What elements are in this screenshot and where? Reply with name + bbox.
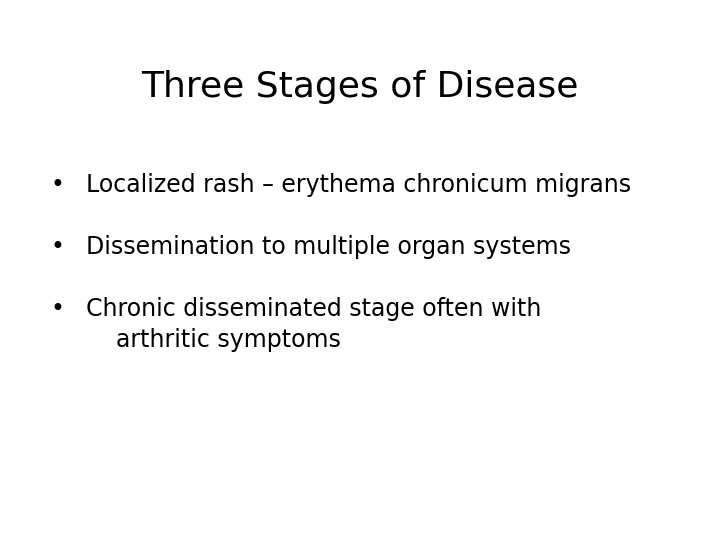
Text: Dissemination to multiple organ systems: Dissemination to multiple organ systems [86, 235, 572, 259]
Text: Three Stages of Disease: Three Stages of Disease [141, 70, 579, 104]
Text: •: • [50, 173, 64, 197]
Text: Chronic disseminated stage often with
    arthritic symptoms: Chronic disseminated stage often with ar… [86, 297, 541, 352]
Text: •: • [50, 235, 64, 259]
Text: Localized rash – erythema chronicum migrans: Localized rash – erythema chronicum migr… [86, 173, 631, 197]
Text: •: • [50, 297, 64, 321]
